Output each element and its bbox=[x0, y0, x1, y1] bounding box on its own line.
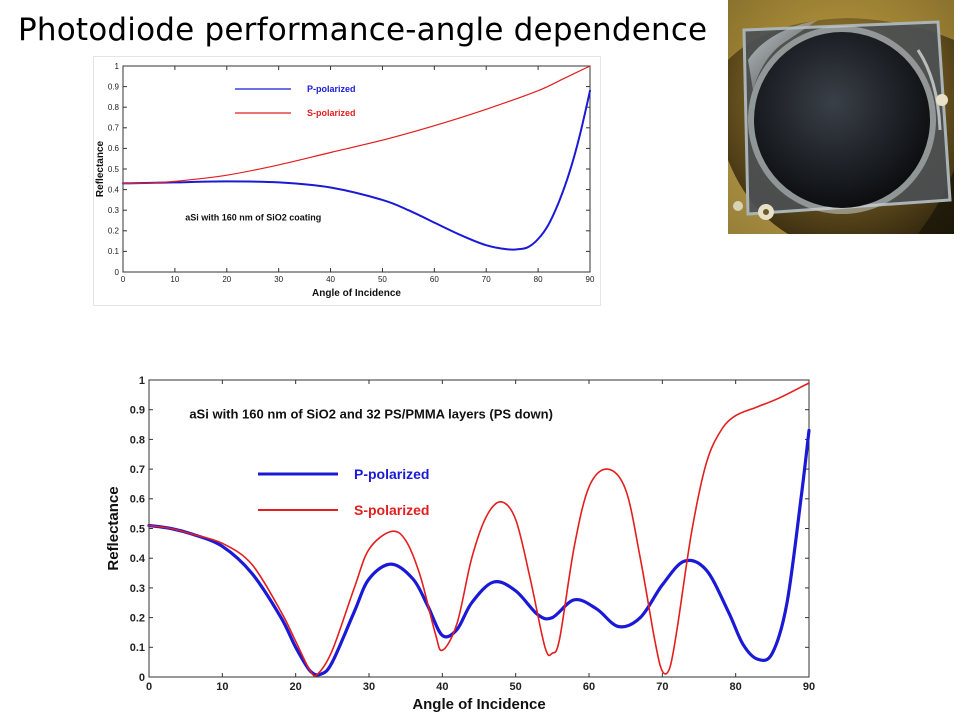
y-tick-label: 0.6 bbox=[108, 144, 120, 153]
chart-top: 0 10 20 30 40 50 60 70 80 90 0 0.1 0.2 0.3 0.4 0.5 0.6 0.… bbox=[93, 56, 601, 306]
x-tick-label: 10 bbox=[170, 275, 179, 284]
x-tick-label: 90 bbox=[803, 681, 815, 693]
y-tick-label: 0.3 bbox=[108, 206, 120, 215]
y-tick-label: 0 bbox=[139, 672, 145, 684]
x-tick-label: 20 bbox=[222, 275, 231, 284]
x-tick-label: 60 bbox=[583, 681, 595, 693]
y-tick-label: 0.5 bbox=[108, 165, 120, 174]
y-tick-label: 0.1 bbox=[108, 247, 120, 256]
x-tick-label: 40 bbox=[326, 275, 335, 284]
x-tick-label: 0 bbox=[121, 275, 126, 284]
x-tick-label: 10 bbox=[216, 681, 228, 693]
y-tick-label: 1 bbox=[115, 62, 120, 71]
y-tick-label: 0.7 bbox=[108, 124, 120, 133]
x-tick-label: 60 bbox=[430, 275, 439, 284]
y-tick-label: 0.2 bbox=[130, 612, 145, 624]
y-tick-label: 0.1 bbox=[130, 642, 145, 654]
y-tick-label: 0.8 bbox=[130, 434, 145, 446]
y-tick-label: 0.3 bbox=[130, 583, 145, 595]
x-tick-label: 50 bbox=[378, 275, 387, 284]
legend-label: S-polarized bbox=[307, 108, 356, 118]
x-tick-label: 0 bbox=[146, 681, 152, 693]
legend-label: P-polarized bbox=[307, 84, 356, 94]
x-tick-label: 50 bbox=[510, 681, 522, 693]
series-line-p-polarized bbox=[147, 428, 811, 677]
chart-bottom: 0 10 20 30 40 50 60 70 80 90 0 0.1 0.2 0.3 0.4 0.5 0.6 0.… bbox=[105, 375, 815, 713]
y-tick-label: 0.5 bbox=[130, 523, 145, 535]
photodiode-photo bbox=[728, 0, 954, 234]
y-tick-label: 0.6 bbox=[130, 494, 145, 506]
y-tick-label: 0.7 bbox=[130, 464, 145, 476]
x-tick-label: 40 bbox=[436, 681, 448, 693]
slide-title: Photodiode performance-angle dependence bbox=[18, 12, 708, 48]
series-line-s-polarized bbox=[122, 65, 591, 184]
y-axis-label: Reflectance bbox=[95, 140, 106, 197]
x-tick-label: 80 bbox=[534, 275, 543, 284]
y-axis-label: Reflectance bbox=[105, 486, 122, 570]
x-tick-label: 30 bbox=[363, 681, 375, 693]
x-tick-label: 30 bbox=[274, 275, 283, 284]
chart-annotation: aSi with 160 nm of SiO2 coating bbox=[185, 213, 321, 223]
y-tick-label: 0.2 bbox=[108, 227, 120, 236]
y-tick-label: 0.8 bbox=[108, 103, 120, 112]
legend-label: P-polarized bbox=[354, 466, 429, 482]
plot-area bbox=[148, 379, 810, 678]
x-tick-label: 80 bbox=[730, 681, 742, 693]
legend-label: S-polarized bbox=[354, 502, 429, 518]
x-axis-label: Angle of Incidence bbox=[312, 288, 401, 299]
x-tick-label: 90 bbox=[586, 275, 595, 284]
series-line-s-polarized bbox=[148, 382, 810, 677]
x-tick-label: 70 bbox=[656, 681, 668, 693]
y-tick-label: 0.9 bbox=[130, 405, 145, 417]
series-line-p-polarized bbox=[122, 89, 591, 251]
x-axis-label: Angle of Incidence bbox=[412, 696, 545, 713]
y-tick-label: 0.4 bbox=[108, 185, 120, 194]
y-tick-label: 0.4 bbox=[130, 553, 146, 565]
chart-annotation: aSi with 160 nm of SiO2 and 32 PS/PMMA l… bbox=[189, 407, 553, 422]
x-tick-label: 70 bbox=[482, 275, 491, 284]
y-tick-label: 0 bbox=[115, 268, 120, 277]
y-tick-label: 1 bbox=[139, 375, 145, 387]
x-tick-label: 20 bbox=[290, 681, 302, 693]
y-tick-label: 0.9 bbox=[108, 82, 120, 91]
